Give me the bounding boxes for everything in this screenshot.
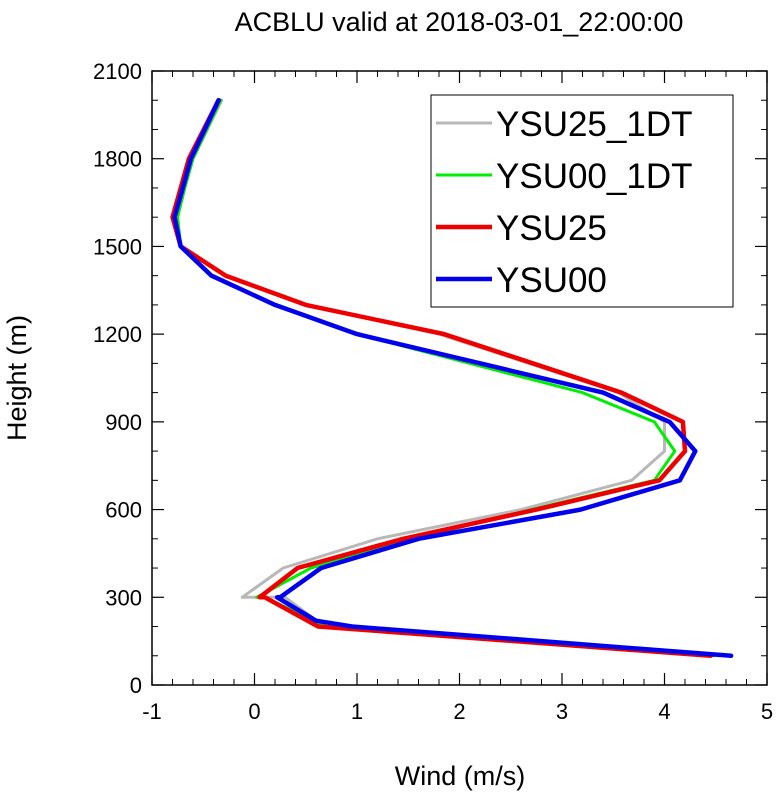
plot-frame — [151, 70, 768, 686]
x-tick-label: 2 — [453, 699, 465, 724]
legend-label: YSU25_1DT — [496, 105, 692, 144]
x-axis-label: Wind (m/s) — [395, 761, 526, 791]
legend-label: YSU00_1DT — [496, 157, 692, 196]
series-line-ysu00-1dt — [176, 98, 716, 658]
series-line-ysu00 — [172, 97, 734, 659]
y-tick-label: 1500 — [93, 234, 142, 259]
y-axis-label: Height (m) — [2, 315, 32, 441]
x-tick-label: 4 — [658, 699, 670, 724]
legend-label: YSU00 — [496, 261, 607, 300]
y-tick-label: 2100 — [93, 59, 142, 84]
x-tick-label: 5 — [761, 699, 773, 724]
x-tick-label: -1 — [142, 699, 162, 724]
y-tick-label: 1200 — [93, 322, 142, 347]
legend-box — [430, 94, 734, 308]
series-lines — [170, 97, 734, 659]
y-tick-label: 300 — [105, 585, 142, 610]
y-tick-label: 1800 — [93, 147, 142, 172]
legend-label: YSU25 — [496, 209, 607, 248]
y-tick-label: 0 — [130, 673, 142, 698]
y-tick-label: 900 — [105, 410, 142, 435]
x-tick-label: 0 — [248, 699, 260, 724]
y-tick-label: 600 — [105, 498, 142, 523]
chart-title: ACBLU valid at 2018-03-01_22:00:00 — [235, 7, 684, 37]
x-tick-label: 3 — [556, 699, 568, 724]
x-tick-label: 1 — [351, 699, 363, 724]
legend: YSU25_1DT YSU00_1DT YSU25 YSU00 — [430, 94, 734, 308]
